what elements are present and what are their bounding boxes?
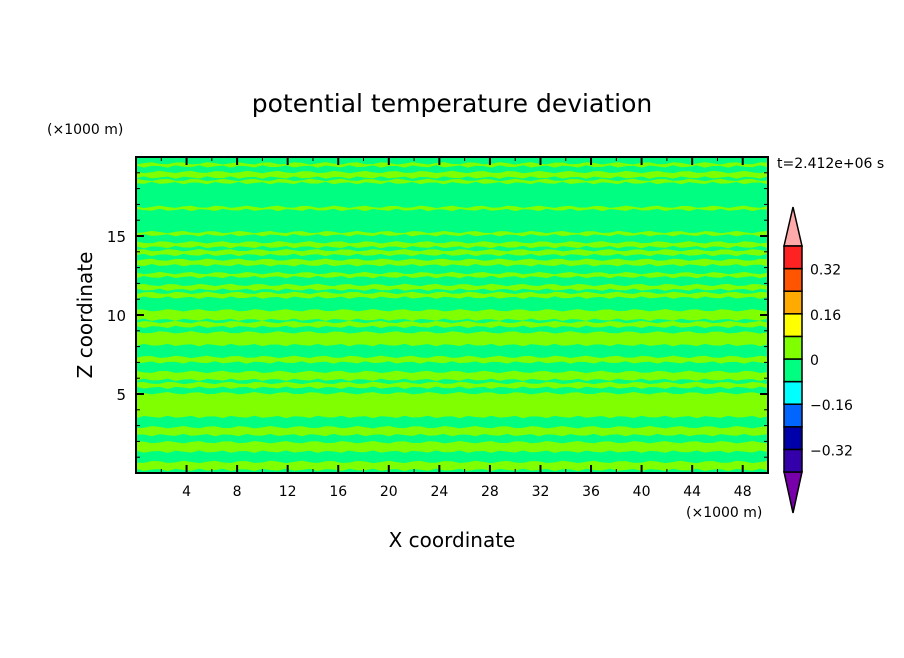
contour-band [136,178,768,185]
contour-band [136,230,768,237]
contour-band [136,170,768,179]
contour-band [136,440,768,453]
contour-band [136,320,768,329]
colorbar-label: 0 [810,353,819,369]
colorbar-box [783,267,803,292]
contour-band [136,283,768,291]
x-tick-label: 28 [481,484,499,500]
x-tick-label: 36 [582,484,600,500]
contour-band [136,425,768,437]
colorbar-under-triangle [783,471,803,514]
contour-band [136,205,768,212]
colorbar-box [783,358,803,383]
x-axis-label: X coordinate [389,528,516,552]
contour-band [136,291,768,299]
contour-band [136,381,768,389]
colorbar-box [783,245,803,270]
x-unit-label: (×1000 m) [686,505,762,521]
colorbar-label: 0.32 [810,263,841,279]
contour-band [136,355,768,364]
x-tick-label: 44 [683,484,701,500]
chart-title: potential temperature deviation [252,89,652,118]
colorbar-box [783,335,803,360]
contour-band [136,258,768,267]
x-tick-label: 40 [633,484,651,500]
colorbar-label: 0.16 [810,308,841,324]
contour-band [136,309,768,321]
y-tick-label: 5 [116,386,126,404]
colorbar-box [783,380,803,405]
contour-band [136,392,768,419]
contour-band [136,271,768,279]
y-axis-label: Z coordinate [73,252,97,379]
y-tick-label: 10 [107,307,126,325]
colorbar-box [783,313,803,338]
contour-band [136,370,768,381]
colorbar: 0.32 0.16 0 −0.16 −0.32 [783,206,853,514]
contour-band [136,241,768,249]
x-tick-label: 8 [233,484,242,500]
x-tick-label: 32 [532,484,550,500]
contour-band [136,331,768,347]
contour-band [136,162,768,168]
colorbar-box [783,448,803,473]
x-tick-label: 24 [430,484,448,500]
colorbar-box [783,290,803,315]
colorbar-box [783,426,803,451]
colorbar-box [783,403,803,428]
y-unit-label: (×1000 m) [47,122,123,138]
time-label: t=2.412e+06 s [777,156,884,172]
x-tick-label: 4 [182,484,191,500]
colorbar-over-triangle [783,206,803,247]
y-tick-label: 15 [107,228,126,246]
contour-field [136,157,768,473]
contour-band [136,249,768,257]
contour-band [136,460,768,472]
x-tick-label: 48 [734,484,752,500]
x-tick-label: 12 [279,484,297,500]
x-tick-label: 20 [380,484,398,500]
colorbar-label: −0.32 [810,443,853,459]
colorbar-label: −0.16 [810,398,853,414]
x-tick-label: 16 [329,484,347,500]
